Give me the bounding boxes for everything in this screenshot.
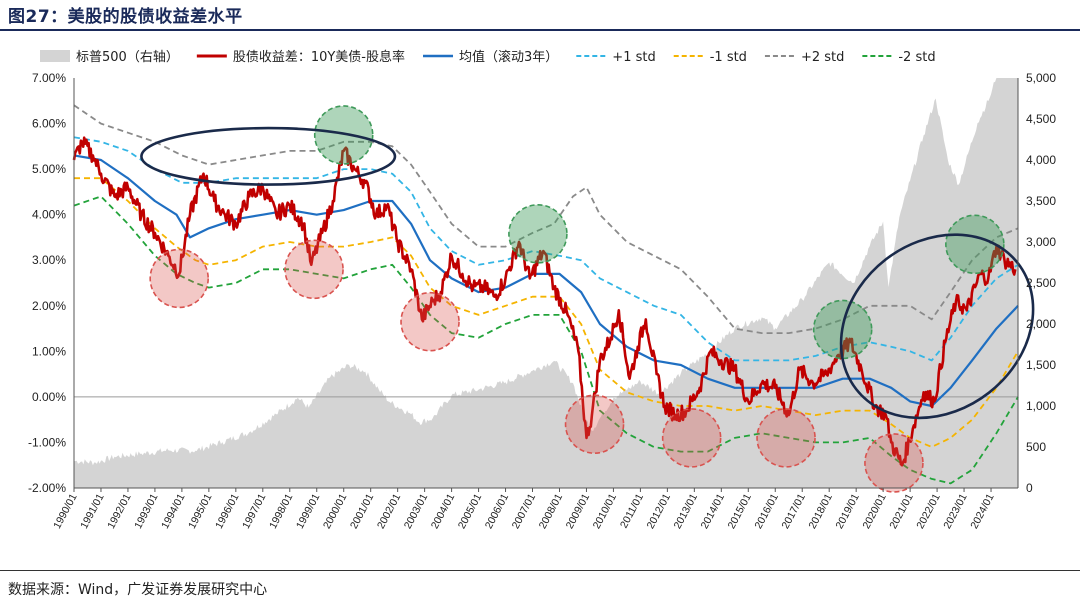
x-tick-label: 2006/01 xyxy=(483,492,511,531)
source-note: 数据来源：Wind，广发证券发展研究中心 xyxy=(8,582,268,598)
legend-label: -1 std xyxy=(710,50,747,65)
x-tick-label: 2024/01 xyxy=(968,492,996,531)
x-tick-label: 2013/01 xyxy=(672,492,700,531)
x-tick-label: 1996/01 xyxy=(213,492,241,531)
x-tick-label: 1991/01 xyxy=(78,492,106,531)
y-tick-label-right: 2,000 xyxy=(1026,317,1056,331)
x-tick-label: 1997/01 xyxy=(240,492,268,531)
y-tick-label-right: 2,500 xyxy=(1026,276,1056,290)
legend-label: 标普500（右轴） xyxy=(76,50,179,65)
x-tick-label: 2007/01 xyxy=(510,492,538,531)
x-tick-label: 2000/01 xyxy=(321,492,349,531)
x-tick-label: 2012/01 xyxy=(645,492,673,531)
red-highlight-circle xyxy=(661,408,722,468)
green-highlight-circle xyxy=(945,214,1005,275)
highlight-ellipse xyxy=(140,126,397,186)
y-tick-label-right: 4,000 xyxy=(1026,153,1056,167)
x-tick-label: 2020/01 xyxy=(860,492,888,531)
spx-area xyxy=(74,78,1018,488)
legend-label: -2 std xyxy=(898,50,935,65)
y-tick-label-left: 0.00% xyxy=(32,390,66,404)
x-tick-label: 1995/01 xyxy=(186,492,214,531)
x-tick-label: 2014/01 xyxy=(699,492,727,531)
x-tick-label: 2005/01 xyxy=(456,492,484,531)
series-lines-layer xyxy=(72,104,1019,485)
y-tick-label-left: -2.00% xyxy=(28,481,66,495)
x-tick-label: 2023/01 xyxy=(941,492,969,531)
x-tick-label: 2002/01 xyxy=(375,492,403,531)
red-highlight-circle xyxy=(564,394,625,455)
x-tick-label: 2022/01 xyxy=(914,492,942,531)
annotation-layer xyxy=(140,105,1035,493)
minus1-std-line xyxy=(74,177,1019,448)
y-tick-label-right: 3,000 xyxy=(1026,235,1056,249)
y-tick-label-left: 6.00% xyxy=(32,117,66,131)
y-tick-label-right: 500 xyxy=(1026,440,1046,454)
y-tick-label-left: 7.00% xyxy=(32,71,66,85)
footer-divider xyxy=(0,570,1080,571)
x-tick-label: 2017/01 xyxy=(779,492,807,531)
minus2-std-line xyxy=(73,195,1019,485)
y-tick-label-right: 1,500 xyxy=(1026,358,1056,372)
spx-area-layer xyxy=(74,78,1018,488)
x-tick-label: 1994/01 xyxy=(159,492,187,531)
legend-swatch-spx xyxy=(40,50,70,62)
x-tick-label: 2018/01 xyxy=(806,492,834,531)
x-tick-label: 1990/01 xyxy=(51,492,79,531)
plus1-std-line xyxy=(73,136,1019,362)
title-divider xyxy=(0,29,1080,31)
spread-line xyxy=(72,136,1017,467)
y-tick-label-right: 5,000 xyxy=(1026,71,1056,85)
red-highlight-circle xyxy=(864,433,924,493)
y-tick-label-left: -1.00% xyxy=(28,435,66,449)
legend-label: 均值（滚动3年） xyxy=(459,49,558,65)
x-tick-label: 2010/01 xyxy=(591,492,619,531)
y-tick-label-right: 0 xyxy=(1026,481,1033,495)
x-tick-label: 1999/01 xyxy=(294,492,322,531)
legend: 标普500（右轴） 股债收益差：10Y美债-股息率 均值（滚动3年） +1 std -1… xyxy=(40,49,936,65)
y-tick-label-right: 4,500 xyxy=(1026,112,1056,126)
green-highlight-circle xyxy=(508,204,568,264)
x-tick-label: 2019/01 xyxy=(833,492,861,531)
y-tick-label-right: 3,500 xyxy=(1026,194,1056,208)
x-tick-label: 2011/01 xyxy=(618,492,646,531)
x-tick-label: 1998/01 xyxy=(267,492,295,531)
x-tick-label: 2015/01 xyxy=(726,492,754,531)
red-highlight-circle xyxy=(756,408,816,468)
x-tick-label: 2021/01 xyxy=(887,492,915,531)
plus2-std-line xyxy=(73,104,1019,334)
red-highlight-circle xyxy=(149,248,209,309)
red-highlight-circle xyxy=(400,291,460,352)
spread-chart: 7.00% 6.00% 5.00% 4.00% 3.00% 2.00% 1.00% 0.00%… xyxy=(28,49,1056,531)
legend-label: 股债收益差：10Y美债-股息率 xyxy=(233,49,405,65)
y-tick-label-left: 3.00% xyxy=(32,253,66,267)
x-tick-label: 2008/01 xyxy=(537,492,565,531)
y-tick-label-left: 5.00% xyxy=(32,162,66,176)
x-tick-label: 2004/01 xyxy=(429,492,457,531)
y-tick-label-left: 4.00% xyxy=(32,208,66,222)
x-tick-label: 2009/01 xyxy=(564,492,592,531)
legend-label: +2 std xyxy=(801,50,844,65)
x-tick-label: 2016/01 xyxy=(752,492,780,531)
y-tick-label-right: 1,000 xyxy=(1026,399,1056,413)
x-tick-label: 2001/01 xyxy=(348,492,376,531)
y-tick-label-left: 2.00% xyxy=(32,299,66,313)
red-highlight-circle xyxy=(284,239,344,300)
legend-label: +1 std xyxy=(612,50,655,65)
chart-title: 图27：美股的股债收益差水平 xyxy=(8,7,243,27)
x-tick-label: 1993/01 xyxy=(132,492,160,531)
y-tick-label-left: 1.00% xyxy=(32,344,66,358)
x-tick-label: 1992/01 xyxy=(105,492,133,531)
x-tick-label: 2003/01 xyxy=(402,492,430,531)
mean-line xyxy=(73,154,1019,408)
